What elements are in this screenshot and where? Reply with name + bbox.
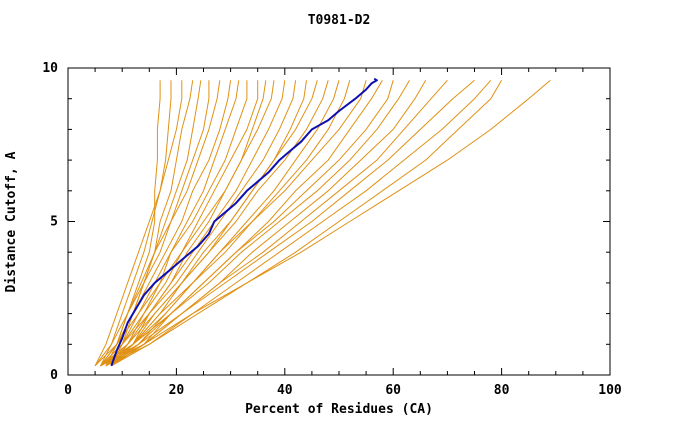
prediction-line (100, 80, 259, 367)
prediction-line (94, 80, 275, 367)
prediction-line (111, 80, 267, 367)
series-layer (94, 77, 551, 367)
prediction-line (100, 79, 475, 367)
prediction-line (111, 80, 427, 367)
prediction-line (100, 80, 172, 367)
prediction-line (111, 79, 492, 367)
prediction-line (105, 80, 286, 367)
prediction-line (94, 80, 183, 367)
x-tick-label: 80 (494, 383, 510, 398)
prediction-line (100, 79, 551, 367)
prediction-line (100, 80, 367, 367)
prediction-line (105, 80, 248, 367)
prediction-line (111, 80, 383, 367)
prediction-line (110, 80, 194, 367)
prediction-line (100, 80, 202, 367)
x-tick-label: 0 (64, 383, 72, 398)
y-tick-label: 0 (50, 368, 58, 383)
x-tick-label: 60 (385, 383, 401, 398)
x-tick-label: 100 (598, 383, 622, 398)
x-axis-title: Percent of Residues (CA) (245, 402, 433, 417)
prediction-line (100, 80, 410, 367)
prediction-line (105, 80, 318, 367)
y-tick-label: 5 (50, 215, 58, 230)
prediction-line (105, 80, 503, 367)
axes-layer: 0 20 40 60 80 100 0 5 10 (42, 61, 622, 398)
prediction-line (111, 80, 340, 367)
prediction-line (100, 80, 329, 367)
chart-title: T0981-D2 (308, 13, 371, 28)
prediction-line (105, 80, 394, 367)
x-tick-label: 40 (277, 383, 293, 398)
x-tick-label: 20 (169, 383, 185, 398)
prediction-line (111, 80, 240, 367)
highlighted-model-line (110, 77, 378, 367)
y-tick-label: 10 (42, 61, 58, 76)
prediction-line (100, 80, 297, 367)
y-axis-title: Distance Cutoff, A (4, 151, 19, 292)
prediction-line (105, 79, 448, 367)
prediction-line (94, 80, 221, 367)
